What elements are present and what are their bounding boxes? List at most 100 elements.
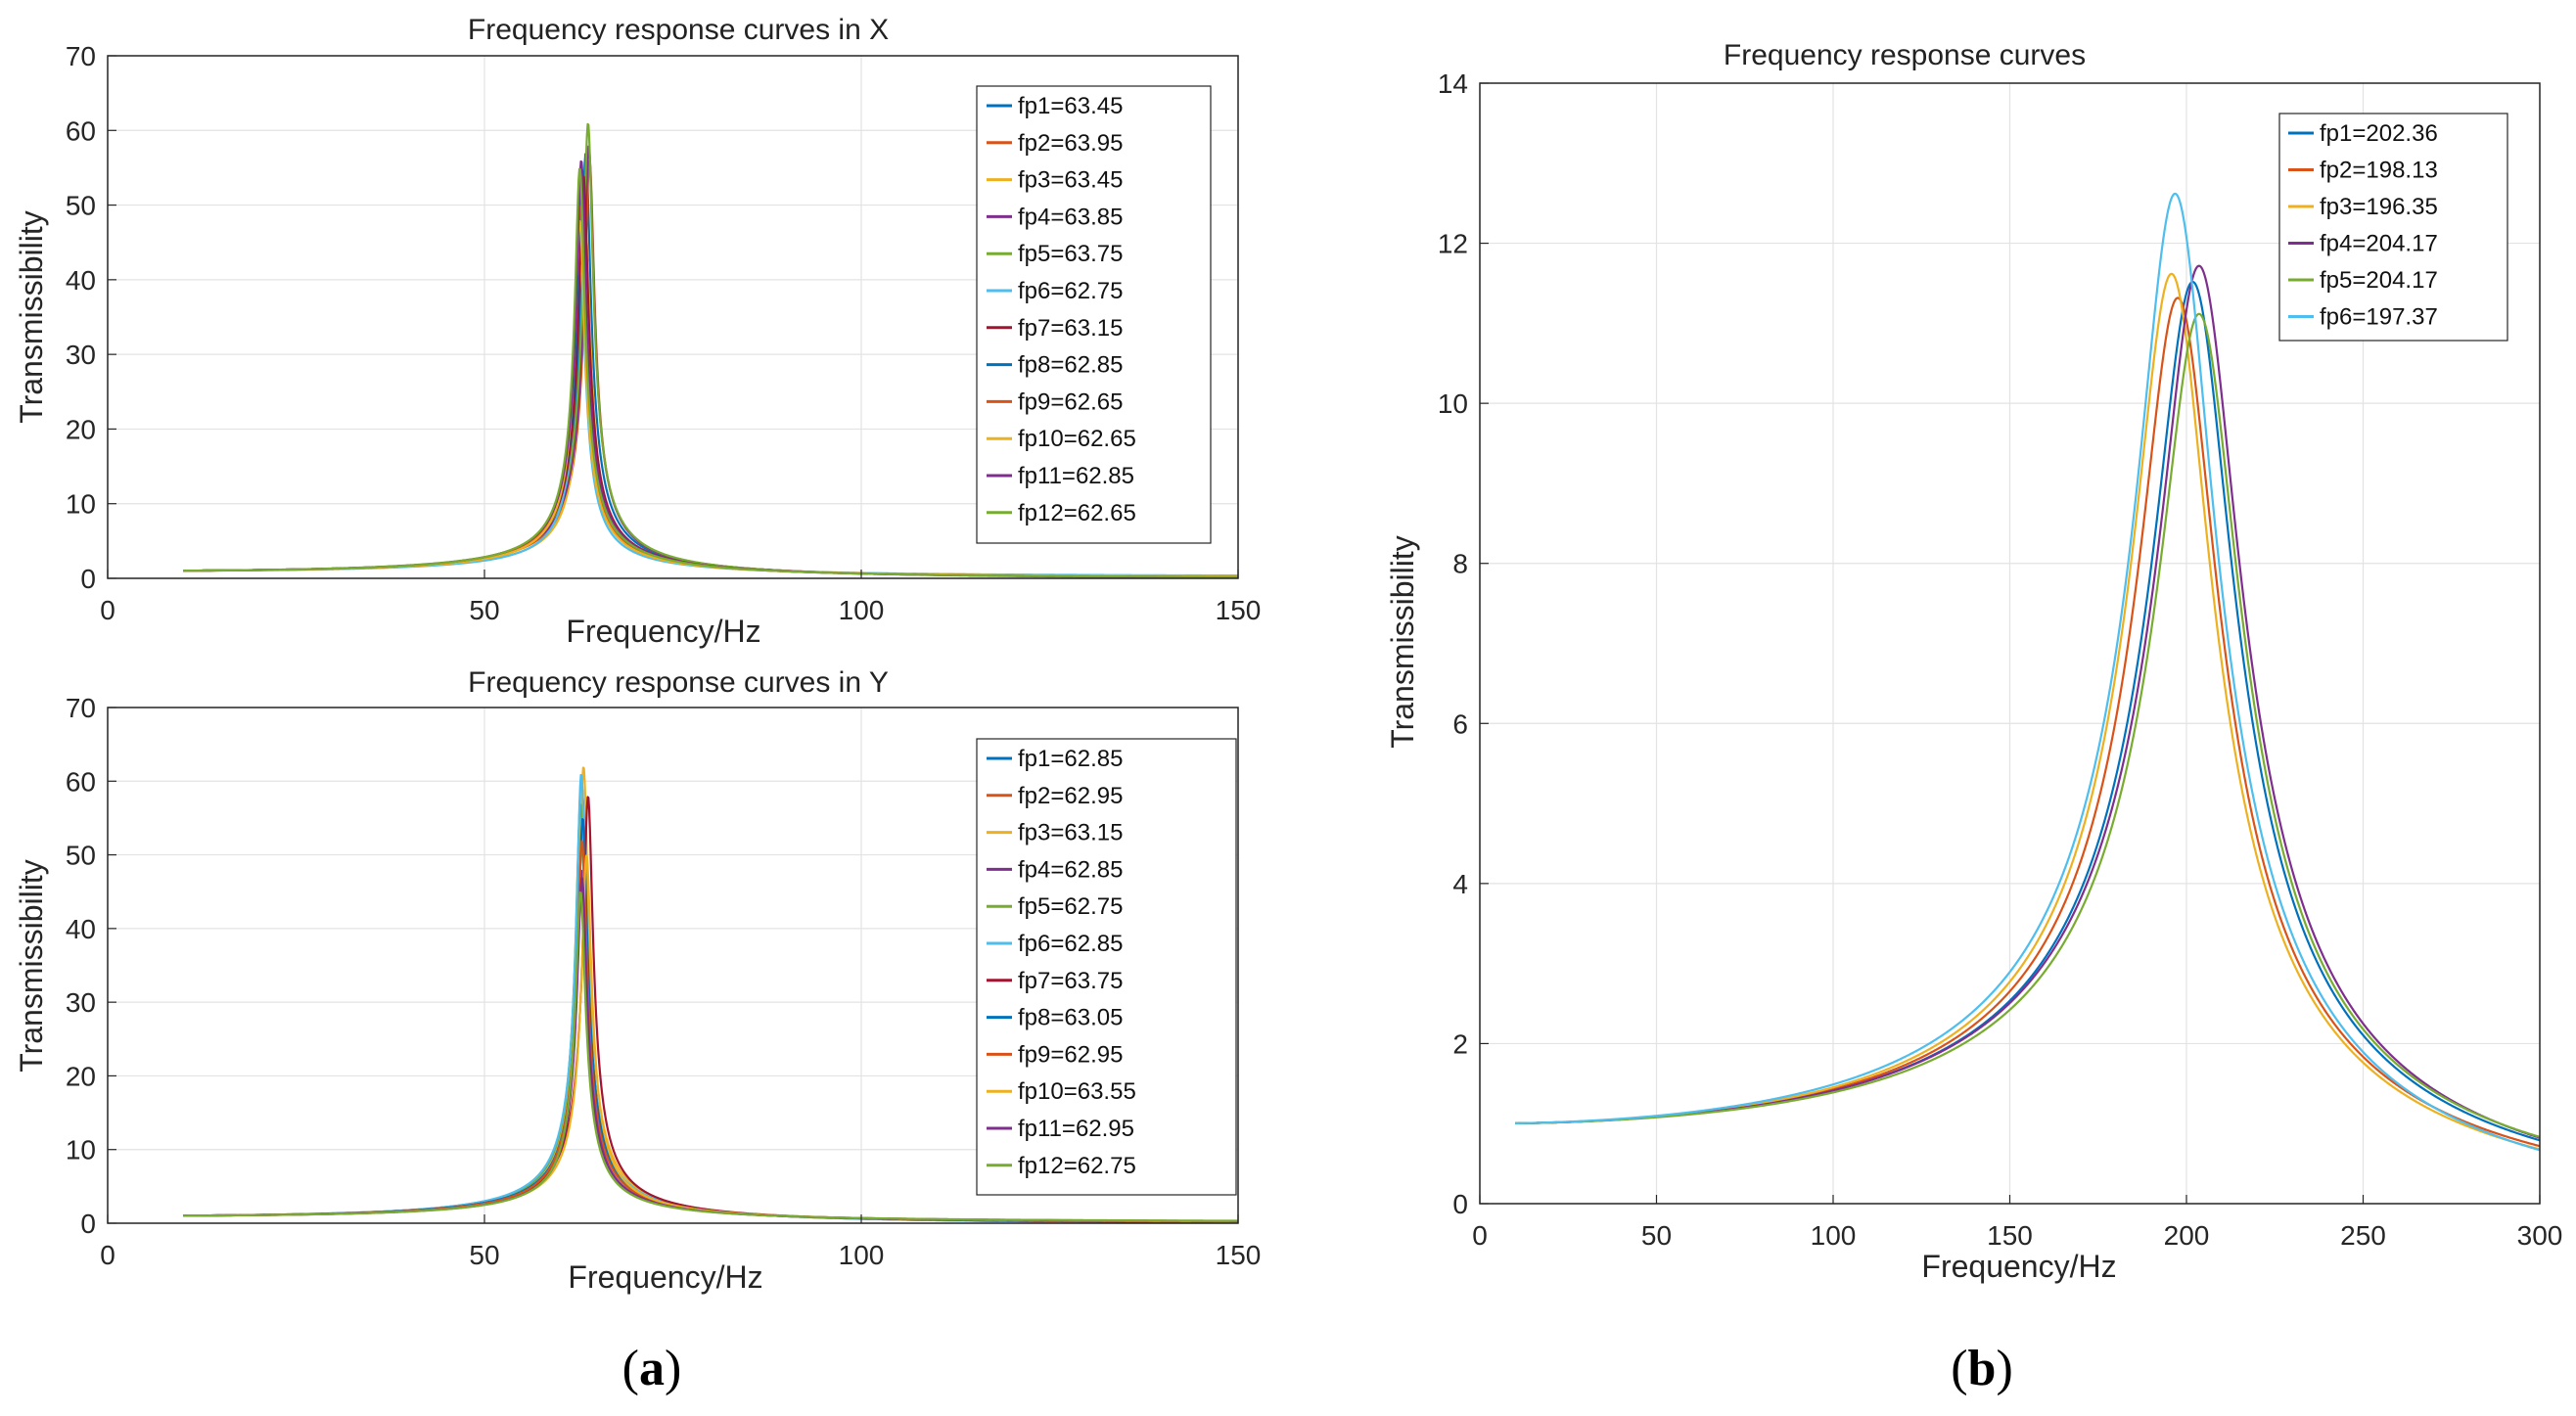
chart-b-y-ticks: 0 2 4 6 8 10 12 14 [1438,69,1489,1219]
series-line-5 [1514,312,2541,1138]
y-tick-label: 70 [66,693,96,723]
y-tick-label: 20 [66,1061,96,1091]
y-tick-label: 30 [66,987,96,1018]
chart-x-x-ticks: 0 50 100 150 [100,570,1261,625]
legend-label-1: fp1=62.85 [1018,746,1123,772]
y-tick-label: 60 [66,115,96,146]
series-line-12 [182,167,1239,578]
legend-label-3: fp3=196.35 [2320,194,2438,220]
legend-label-2: fp2=62.95 [1018,783,1123,809]
chart-y-xlabel: Frequency/Hz [568,1259,762,1295]
x-tick-label: 150 [1216,595,1262,625]
chart-x-ylabel: Transmissibility [14,210,49,424]
chart-y-y-ticks: 0 10 20 30 40 50 60 70 [66,693,116,1239]
legend-label-10: fp10=62.65 [1018,426,1136,452]
legend-label-1: fp1=63.45 [1018,93,1123,119]
legend-label-6: fp6=197.37 [2320,304,2438,331]
y-tick-label: 10 [1438,388,1468,419]
chart-y-frame [107,707,1239,1224]
chart-x: Frequency response curves in X 0 10 20 30 40… [14,14,1261,649]
y-tick-label: 0 [80,1209,96,1239]
y-tick-label: 40 [66,265,96,296]
chart-y-legend-box [976,738,1237,1196]
y-tick-label: 10 [66,1135,96,1165]
legend-label-8: fp8=62.85 [1018,352,1123,379]
chart-y-series [182,766,1239,1224]
x-tick-label: 100 [839,595,885,625]
series-line-12 [182,891,1239,1222]
x-tick-label: 50 [469,595,499,625]
y-tick-label: 0 [80,564,96,594]
legend-label-12: fp12=62.65 [1018,500,1136,526]
chart-b-title: Frequency response curves [1724,39,2086,71]
y-tick-label: 2 [1452,1028,1468,1059]
chart-x-legend-box [976,85,1212,544]
y-tick-label: 4 [1452,869,1468,899]
legend-label-5: fp5=204.17 [2320,267,2438,294]
y-tick-label: 6 [1452,708,1468,739]
y-tick-label: 8 [1452,549,1468,579]
chart-y-x-ticks: 0 50 100 150 [100,1214,1261,1270]
y-tick-label: 50 [66,191,96,221]
y-tick-label: 70 [66,41,96,71]
chart-b-legend-box [2278,113,2508,342]
legend-label-4: fp4=62.85 [1018,856,1123,883]
series-line-6 [1514,192,2541,1152]
chart-b-series [1514,192,2541,1152]
legend-label-8: fp8=63.05 [1018,1005,1123,1031]
legend-label-4: fp4=204.17 [2320,231,2438,257]
legend-label-2: fp2=198.13 [2320,158,2438,184]
x-tick-label: 0 [100,1240,115,1270]
y-tick-label: 30 [66,340,96,370]
legend-label-10: fp10=63.55 [1018,1078,1136,1105]
legend-label-3: fp3=63.15 [1018,820,1123,846]
chart-y-legend: fp1=62.85 fp2=62.95 fp3=63.15 fp4=62.85 fp5=… [976,738,1237,1196]
y-tick-label: 12 [1438,229,1468,259]
x-tick-label: 150 [1987,1220,2033,1251]
x-tick-label: 0 [1472,1220,1488,1251]
legend-label-11: fp11=62.85 [1018,463,1134,489]
legend-label-12: fp12=62.75 [1018,1153,1136,1179]
panel-label-b: (b) [1951,1341,2013,1396]
legend-label-6: fp6=62.85 [1018,931,1123,957]
legend-label-3: fp3=63.45 [1018,167,1123,194]
chart-b-legend: fp1=202.36 fp2=198.13 fp3=196.35 fp4=204.17… [2278,113,2508,342]
chart-x-xlabel: Frequency/Hz [566,614,760,649]
chart-b-ylabel: Transmissibility [1385,535,1420,749]
chart-y: Frequency response curves in Y 0 10 20 30 40… [14,666,1261,1295]
legend-label-6: fp6=62.75 [1018,278,1123,304]
x-tick-label: 300 [2517,1220,2563,1251]
x-tick-label: 100 [839,1240,885,1270]
x-tick-label: 150 [1216,1240,1262,1270]
chart-b: Frequency response curves 0 2 4 6 8 10 12 14 0 5… [1385,39,2562,1284]
legend-label-7: fp7=63.15 [1018,315,1123,342]
legend-label-9: fp9=62.65 [1018,388,1123,415]
legend-label-1: fp1=202.36 [2320,120,2438,147]
x-tick-label: 0 [100,595,115,625]
x-tick-label: 200 [2164,1220,2210,1251]
x-tick-label: 50 [469,1240,499,1270]
panel-label-a: (a) [622,1341,682,1396]
legend-label-5: fp5=62.75 [1018,893,1123,920]
x-tick-label: 50 [1641,1220,1672,1251]
legend-label-11: fp11=62.95 [1018,1116,1134,1142]
y-tick-label: 50 [66,841,96,871]
chart-x-title: Frequency response curves in X [468,14,889,46]
y-tick-label: 0 [1452,1189,1468,1219]
legend-label-2: fp2=63.95 [1018,130,1123,157]
chart-y-ylabel: Transmissibility [14,859,49,1073]
chart-b-xlabel: Frequency/Hz [1921,1249,2116,1284]
legend-label-9: fp9=62.95 [1018,1041,1123,1068]
panel-label-b-letter: b [1968,1341,1997,1396]
chart-x-y-ticks: 0 10 20 30 40 50 60 70 [66,41,116,594]
panel-label-a-letter: a [639,1341,665,1396]
y-tick-label: 40 [66,914,96,944]
y-tick-label: 10 [66,489,96,520]
y-tick-label: 20 [66,414,96,444]
x-tick-label: 100 [1811,1220,1857,1251]
legend-label-7: fp7=63.75 [1018,968,1123,994]
legend-label-4: fp4=63.85 [1018,204,1123,230]
chart-x-frame [107,55,1239,579]
chart-x-legend: fp1=63.45 fp2=63.95 fp3=63.45 fp4=63.85 fp5=… [976,85,1212,544]
